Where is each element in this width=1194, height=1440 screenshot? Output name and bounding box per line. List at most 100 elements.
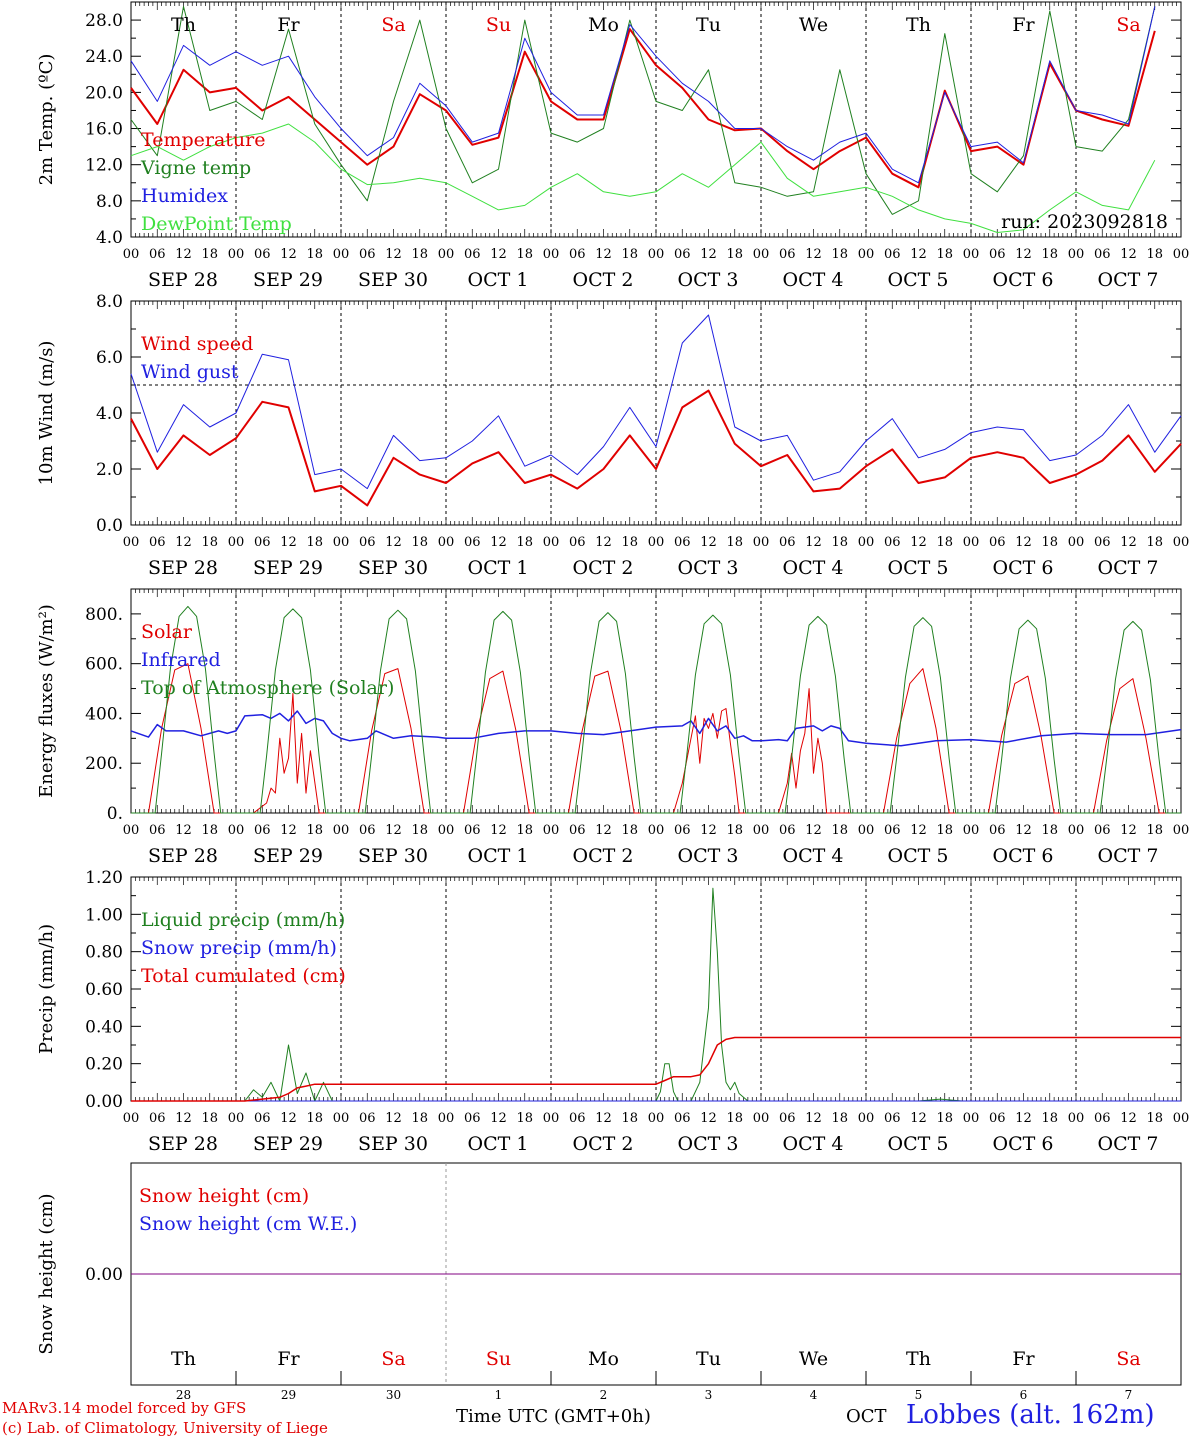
legend-total-cumulated-cm-: Total cumulated (cm) (141, 965, 346, 987)
legend-liquid-precip-mm-h-: Liquid precip (mm/h) (141, 909, 345, 931)
hour-label: 12 (385, 1111, 402, 1126)
hour-label: 06 (884, 1111, 901, 1126)
legend-wind-speed: Wind speed (141, 333, 253, 355)
y-tick-label: 600. (85, 655, 123, 675)
weekday-label-top: Th (906, 14, 931, 36)
hour-label: 18 (726, 247, 743, 262)
hour-label: 18 (831, 823, 848, 838)
date-label: SEP 28 (148, 557, 218, 579)
hour-label: 00 (648, 535, 665, 550)
date-label: OCT 5 (888, 1133, 949, 1155)
date-label: OCT 1 (468, 557, 529, 579)
date-label: OCT 6 (993, 1133, 1054, 1155)
hour-label: 12 (385, 823, 402, 838)
hour-label: 06 (464, 1111, 481, 1126)
date-label: SEP 28 (148, 1133, 218, 1155)
hour-label: 18 (621, 1111, 638, 1126)
weekday-label-top: Su (486, 14, 511, 36)
hour-label: 18 (1041, 247, 1058, 262)
day-number-label: 2 (600, 1388, 608, 1402)
hour-label: 18 (411, 823, 428, 838)
run-label: run: 2023092818 (1001, 211, 1168, 233)
day-number-label: 1 (495, 1388, 503, 1402)
hour-label: 12 (175, 1111, 192, 1126)
hour-label: 00 (228, 535, 245, 550)
y-tick-label: 4.0 (96, 404, 123, 424)
hour-label: 12 (700, 823, 717, 838)
date-label: OCT 7 (1098, 845, 1159, 867)
hour-label: 06 (989, 823, 1006, 838)
hour-label: 00 (858, 823, 875, 838)
legend-infrared: Infrared (141, 649, 221, 671)
date-label: OCT 1 (468, 269, 529, 291)
hour-label: 12 (595, 823, 612, 838)
hour-label: 06 (254, 535, 271, 550)
hour-label: 06 (1094, 1111, 1111, 1126)
hour-label: 00 (753, 247, 770, 262)
hour-label: 12 (805, 1111, 822, 1126)
hour-label: 18 (1041, 1111, 1058, 1126)
date-label: OCT 4 (783, 557, 844, 579)
hour-label: 18 (201, 247, 218, 262)
date-label: SEP 29 (253, 1133, 323, 1155)
hour-label: 00 (963, 823, 980, 838)
hour-label: 06 (884, 535, 901, 550)
y-axis-label: Precip (mm/h) (36, 924, 57, 1054)
series-total-cumulated-cm- (131, 1036, 1181, 1102)
hour-label: 06 (1094, 535, 1111, 550)
hour-label: 18 (1041, 823, 1058, 838)
hour-label: 12 (805, 535, 822, 550)
hour-label: 18 (621, 823, 638, 838)
date-label: OCT 4 (783, 845, 844, 867)
y-axis-label: Snow height (cm) (36, 1193, 57, 1354)
day-number-label: 7 (1125, 1388, 1133, 1402)
hour-label: 12 (385, 535, 402, 550)
hour-label: 12 (910, 247, 927, 262)
date-label: OCT 6 (993, 845, 1054, 867)
date-label: OCT 3 (678, 845, 739, 867)
series-temperature (130, 28, 1156, 189)
hour-label: 06 (464, 247, 481, 262)
legend-dewpoint-temp: DewPoint Temp (141, 213, 292, 235)
day-number-label: 5 (915, 1388, 923, 1402)
hour-label: 12 (1120, 823, 1137, 838)
hour-label: 12 (1120, 247, 1137, 262)
hour-label: 12 (175, 247, 192, 262)
y-axis-label: 2m Temp. (ºC) (36, 54, 57, 186)
hour-label: 00 (333, 535, 350, 550)
hour-label: 00 (648, 247, 665, 262)
hour-label: 06 (674, 823, 691, 838)
hour-label: 18 (726, 823, 743, 838)
hour-label: 06 (359, 535, 376, 550)
hour-label: 00 (543, 1111, 560, 1126)
hour-label: 00 (1173, 823, 1190, 838)
hour-label: 00 (123, 823, 140, 838)
hour-label: 18 (516, 823, 533, 838)
hour-label: 06 (1094, 823, 1111, 838)
hour-label: 06 (569, 1111, 586, 1126)
hour-label: 18 (936, 823, 953, 838)
hour-label: 12 (700, 247, 717, 262)
date-label: SEP 30 (358, 1133, 428, 1155)
date-label: SEP 29 (253, 845, 323, 867)
date-label: OCT 7 (1098, 557, 1159, 579)
hour-label: 18 (201, 1111, 218, 1126)
date-label: SEP 30 (358, 845, 428, 867)
hour-label: 00 (333, 1111, 350, 1126)
date-label: OCT 3 (678, 557, 739, 579)
hour-label: 06 (569, 535, 586, 550)
weekday-label-top: Fr (277, 14, 300, 36)
y-tick-label: 24.0 (85, 47, 123, 67)
weekday-label-bottom: Th (171, 1348, 196, 1370)
hour-label: 06 (149, 247, 166, 262)
hour-label: 00 (858, 535, 875, 550)
hour-label: 00 (858, 247, 875, 262)
weekday-label-bottom: Sa (381, 1348, 405, 1370)
day-number-label: 30 (386, 1388, 401, 1402)
hour-label: 18 (831, 535, 848, 550)
y-tick-label: 8.0 (96, 192, 123, 212)
legend-snow-height-cm-w-e-: Snow height (cm W.E.) (139, 1213, 357, 1235)
y-tick-label: 0.40 (85, 1017, 123, 1037)
hour-label: 12 (700, 1111, 717, 1126)
hour-label: 00 (1173, 1111, 1190, 1126)
